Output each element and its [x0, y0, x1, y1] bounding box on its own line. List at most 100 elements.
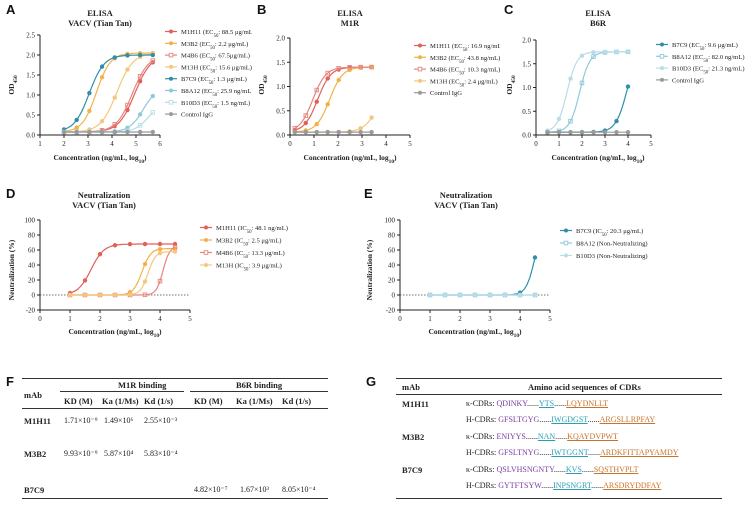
data-point: [347, 129, 352, 135]
m1r-kd-value: 9.93×10⁻⁹: [64, 449, 98, 458]
data-point: [369, 64, 374, 70]
data-point: [125, 129, 130, 135]
data-point: [347, 67, 352, 73]
x-tick-label: 3: [488, 315, 492, 323]
x-tick-label: 4: [518, 315, 522, 323]
x-tick-label: 3: [86, 140, 90, 148]
x-tick-label: 5: [188, 315, 192, 323]
data-point: [325, 76, 330, 81]
cdr-gap: ......: [588, 448, 601, 457]
data-point: [87, 108, 92, 114]
data-point: [568, 76, 573, 81]
x-axis-label: Concentration (ng/mL, log10): [551, 153, 645, 165]
series-line: [294, 66, 372, 129]
data-point: [303, 120, 308, 126]
x-tick-label: 5: [649, 140, 653, 148]
x-axis-label: Concentration (ng/mL, log10): [428, 327, 522, 339]
series-line: [70, 250, 176, 296]
series-b10d3: [427, 292, 538, 298]
y-tick-label: 1.0: [276, 83, 285, 91]
panel-letter-c: C: [504, 2, 514, 17]
data-point: [142, 279, 148, 284]
y-tick-label: -20: [26, 307, 36, 315]
legend-label: M13H (EC50: 15.6 μg/mL): [181, 64, 252, 74]
data-point: [314, 129, 319, 135]
cdr-label: H-CDRs:: [466, 415, 497, 424]
chart-subtitle: VACV (Tian Tan): [434, 200, 498, 210]
cdr1: GFSLTGYG: [498, 415, 540, 424]
data-point: [112, 243, 118, 248]
cdr1: QSLVHSNGNTY: [496, 465, 554, 474]
data-point: [61, 129, 67, 135]
data-point: [112, 95, 117, 100]
data-point: [314, 121, 319, 127]
m1r-kdis-value: 2.55×10⁻³: [144, 416, 178, 425]
chart-subtitle: M1R: [341, 18, 360, 28]
chart-subtitle: B6R: [590, 18, 607, 28]
x-tick-label: 2: [98, 315, 102, 323]
m1r-ka-value: 5.87×10⁴: [104, 449, 134, 458]
data-point: [157, 241, 163, 247]
data-point: [427, 292, 433, 298]
data-point: [137, 74, 143, 79]
data-point: [325, 102, 330, 107]
x-tick-label: 6: [158, 140, 162, 148]
m1r-ka-value: 1.49×10⁶: [104, 416, 134, 425]
row-mab: M1H11: [24, 416, 51, 426]
data-point: [112, 292, 118, 298]
legend-marker: [418, 43, 422, 48]
y-tick-label: 0.0: [26, 132, 35, 140]
legend-marker: [169, 76, 173, 81]
y-tick-label: 0.5: [26, 112, 35, 120]
b6r-binding-header: B6R binding: [236, 380, 283, 390]
data-point: [532, 292, 538, 298]
b6r-ka-header: Ka (1/Ms): [236, 396, 273, 406]
legend-marker: [417, 66, 423, 72]
legend-label: M3B2 (EC50: 2.2 μg/mL): [181, 41, 248, 51]
chart-title: Neutralization: [440, 190, 493, 200]
legend-label: M1H11 (EC50: 16.9 ng/mL): [430, 43, 500, 53]
x-tick-label: 4: [110, 140, 114, 148]
legend-marker: [168, 100, 174, 105]
data-point: [625, 84, 631, 89]
b6r-kd-header: KD (M): [194, 396, 223, 406]
data-point: [314, 87, 319, 93]
y-tick-label: 60: [28, 247, 36, 255]
data-point: [137, 112, 143, 117]
panel-letter-d: D: [6, 186, 16, 201]
series-line: [69, 243, 175, 294]
data-point: [472, 292, 478, 298]
series-m4b6: [292, 64, 374, 131]
chart-title: ELISA: [585, 8, 611, 18]
panel-letter-b: B: [257, 2, 267, 17]
legend-marker: [169, 112, 173, 117]
data-point: [336, 77, 341, 83]
legend-label: Control IgG: [672, 77, 704, 84]
data-point: [74, 125, 79, 130]
row-mab: B7C9: [402, 465, 423, 475]
legend-marker: [204, 263, 208, 267]
y-tick-label: 100: [385, 217, 396, 225]
data-point: [142, 292, 148, 298]
cdr1: GYTFTSYW: [498, 481, 542, 490]
data-point: [82, 278, 88, 283]
data-point: [157, 250, 163, 256]
kappa-cdr-line: κ-CDRs: ENIYYS......NAN......KQAYDVPWT: [466, 432, 618, 441]
data-point: [545, 129, 550, 135]
data-point: [137, 129, 143, 135]
cdr-sequence-table: mAb Amino acid sequences of CDRs M1H11 κ…: [366, 374, 746, 504]
legend-label: B8A12 (Non-Neutralizing): [576, 241, 648, 248]
legend-label: M13H (EC50: 2.4 μg/mL): [430, 78, 498, 88]
legend-label: M13H (IC50: 3.9 μg/mL): [216, 263, 282, 273]
y-tick-label: 0.0: [276, 132, 285, 140]
data-point: [579, 129, 585, 135]
b6r-kdis-value: 8.05×10⁻⁴: [282, 485, 316, 494]
series-m1h11: [61, 60, 156, 135]
y-tick-label: 20: [28, 277, 36, 285]
cdr-gap: ......: [553, 465, 566, 474]
data-point: [336, 129, 341, 135]
data-point: [172, 249, 178, 254]
data-point: [358, 129, 363, 135]
y-axis-label: OD450: [7, 75, 19, 95]
cdr3: ARSDRYDDFAY: [603, 481, 662, 490]
